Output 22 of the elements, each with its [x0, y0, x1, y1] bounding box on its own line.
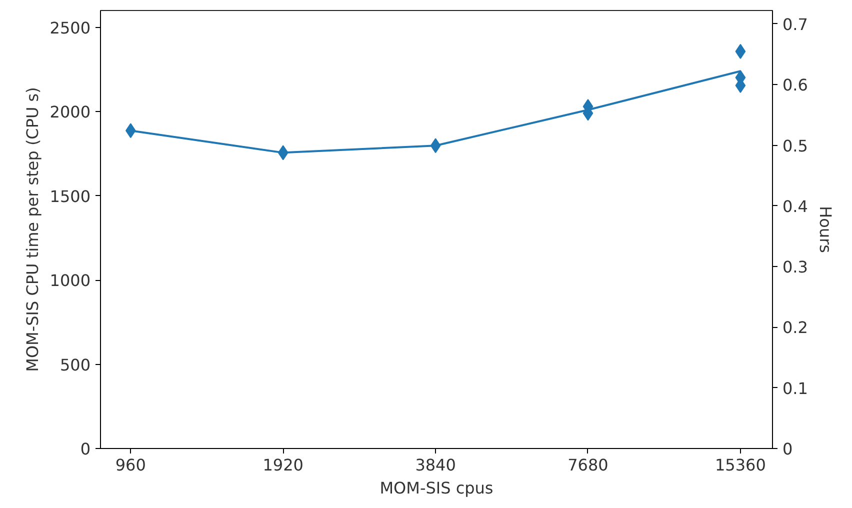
- y2-axis-title: Hours: [816, 206, 835, 253]
- y-tick-label: 1500: [50, 186, 90, 206]
- y-tick-label: 2000: [50, 102, 90, 122]
- y2-tick-label: 0.1: [782, 378, 808, 398]
- y2-tick-label: 0.5: [782, 136, 808, 156]
- x-tick-label: 7680: [568, 456, 608, 474]
- x-tick-label: 15360: [714, 456, 766, 474]
- y2-tick-label: 0.6: [782, 76, 808, 95]
- x-tick-label: 3840: [415, 456, 456, 474]
- y2-tick-label: 0: [782, 440, 793, 458]
- y2-tick-label: 0.4: [782, 196, 808, 216]
- y-tick-label: 2500: [50, 18, 90, 38]
- x-axis-title: MOM-SIS cpus: [380, 478, 494, 498]
- x-tick-label: 1920: [262, 456, 304, 474]
- x-tick-label: 960: [115, 456, 146, 474]
- y2-tick-label: 0.7: [782, 14, 808, 34]
- y-tick-label: 1000: [50, 271, 90, 290]
- y-tick-label: 0: [80, 440, 91, 458]
- y-tick-label: 500: [60, 355, 91, 374]
- y2-tick-label: 0.2: [782, 318, 808, 338]
- y2-tick-label: 0.3: [782, 258, 808, 277]
- y-axis-title: MOM-SIS CPU time per step (CPU s): [22, 87, 42, 372]
